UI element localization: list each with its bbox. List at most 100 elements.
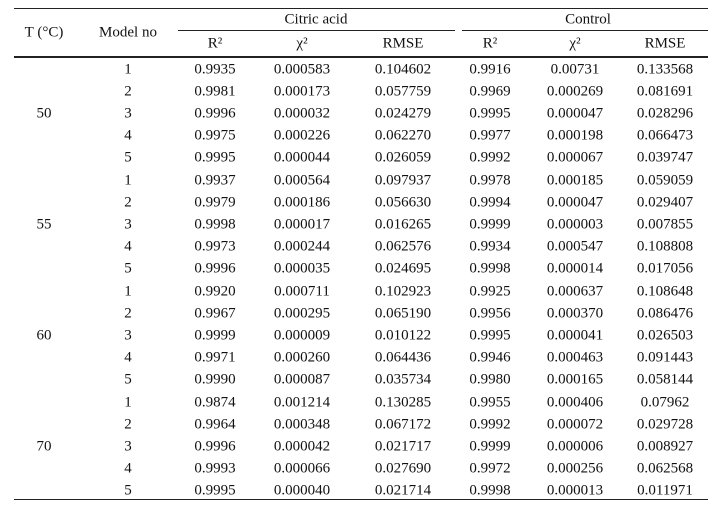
value-cell: 0.9995 (194, 149, 236, 166)
model-number: 3 (124, 438, 132, 455)
value-cell: 0.9975 (194, 127, 236, 144)
rule (462, 30, 708, 31)
value-cell: 0.000041 (546, 327, 604, 344)
value-cell: 0.108808 (636, 238, 694, 255)
value-cell: 0.9937 (194, 172, 236, 189)
model-number: 4 (124, 127, 132, 144)
value-cell: 0.000637 (546, 283, 604, 300)
value-cell: 0.026503 (636, 327, 694, 344)
value-cell: 0.9955 (469, 394, 511, 411)
model-number: 3 (124, 216, 132, 233)
value-cell: 0.000185 (546, 172, 604, 189)
model-number: 1 (124, 283, 132, 300)
value-cell: 0.000256 (546, 460, 604, 477)
value-cell: 0.9996 (194, 438, 236, 455)
value-cell: 0.9969 (469, 83, 511, 100)
value-cell: 0.9916 (469, 61, 511, 78)
value-cell: 0.000087 (273, 371, 331, 388)
value-cell: 0.9998 (469, 260, 511, 277)
value-cell: 0.024279 (374, 105, 432, 122)
value-cell: 0.104602 (374, 61, 432, 78)
value-cell: 0.000711 (274, 283, 330, 300)
value-cell: 0.9998 (469, 482, 511, 499)
value-cell: 0.9992 (469, 416, 511, 433)
column-header: χ² (296, 35, 308, 52)
value-cell: 0.9946 (469, 349, 511, 366)
value-cell: 0.07962 (640, 394, 690, 411)
column-header: R² (207, 35, 223, 52)
value-cell: 0.000198 (546, 127, 604, 144)
value-cell: 0.021714 (374, 482, 432, 499)
temperature-cell: 55 (36, 216, 52, 233)
value-cell: 0.102923 (374, 283, 432, 300)
value-cell: 0.057759 (374, 83, 432, 100)
temperature-cell: 70 (36, 438, 52, 455)
value-cell: 0.9999 (194, 327, 236, 344)
value-cell: 0.007855 (636, 216, 694, 233)
value-cell: 0.000003 (546, 216, 604, 233)
value-cell: 0.062568 (636, 460, 694, 477)
column-header: χ² (569, 35, 581, 52)
model-number: 5 (124, 482, 132, 499)
model-number: 2 (124, 194, 132, 211)
value-cell: 0.001214 (273, 394, 331, 411)
value-cell: 0.9980 (469, 371, 511, 388)
value-cell: 0.000173 (273, 83, 331, 100)
value-cell: 0.010122 (374, 327, 432, 344)
value-cell: 0.000348 (273, 416, 331, 433)
model-number: 5 (124, 371, 132, 388)
value-cell: 0.9990 (194, 371, 236, 388)
value-cell: 0.108648 (636, 283, 694, 300)
value-cell: 0.9996 (194, 105, 236, 122)
value-cell: 0.000463 (546, 349, 604, 366)
model-number: 2 (124, 416, 132, 433)
value-cell: 0.00731 (550, 61, 600, 78)
value-cell: 0.000244 (273, 238, 331, 255)
value-cell: 0.9956 (469, 305, 511, 322)
value-cell: 0.9979 (194, 194, 236, 211)
value-cell: 0.9935 (194, 61, 236, 78)
value-cell: 0.000370 (546, 305, 604, 322)
value-cell: 0.029407 (636, 194, 694, 211)
value-cell: 0.9996 (194, 260, 236, 277)
temperature-cell: 50 (36, 105, 52, 122)
value-cell: 0.016265 (374, 216, 432, 233)
value-cell: 0.9874 (194, 394, 236, 411)
value-cell: 0.133568 (636, 61, 694, 78)
value-cell: 0.9999 (469, 216, 511, 233)
value-cell: 0.9972 (469, 460, 511, 477)
value-cell: 0.9999 (469, 438, 511, 455)
value-cell: 0.062576 (374, 238, 432, 255)
value-cell: 0.091443 (636, 349, 694, 366)
rule (14, 56, 708, 58)
value-cell: 0.9920 (194, 283, 236, 300)
value-cell: 0.9998 (194, 216, 236, 233)
value-cell: 0.000067 (546, 149, 604, 166)
model-number: 2 (124, 305, 132, 322)
value-cell: 0.000047 (546, 105, 604, 122)
value-cell: 0.058144 (636, 371, 694, 388)
value-cell: 0.9934 (469, 238, 511, 255)
value-cell: 0.000165 (546, 371, 604, 388)
value-cell: 0.066473 (636, 127, 694, 144)
value-cell: 0.062270 (374, 127, 432, 144)
value-cell: 0.000009 (273, 327, 331, 344)
model-number: 5 (124, 260, 132, 277)
value-cell: 0.008927 (636, 438, 694, 455)
model-number: 1 (124, 172, 132, 189)
model-number: 4 (124, 238, 132, 255)
column-header: RMSE (382, 35, 424, 52)
value-cell: 0.000295 (273, 305, 331, 322)
value-cell: 0.000017 (273, 216, 331, 233)
value-cell: 0.9973 (194, 238, 236, 255)
value-cell: 0.026059 (374, 149, 432, 166)
value-cell: 0.024695 (374, 260, 432, 277)
value-cell: 0.028296 (636, 105, 694, 122)
model-number: 3 (124, 105, 132, 122)
model-number: 1 (124, 394, 132, 411)
value-cell: 0.035734 (374, 371, 432, 388)
value-cell: 0.000564 (273, 172, 331, 189)
value-cell: 0.086476 (636, 305, 694, 322)
column-header: R² (482, 35, 498, 52)
rule (14, 8, 708, 9)
